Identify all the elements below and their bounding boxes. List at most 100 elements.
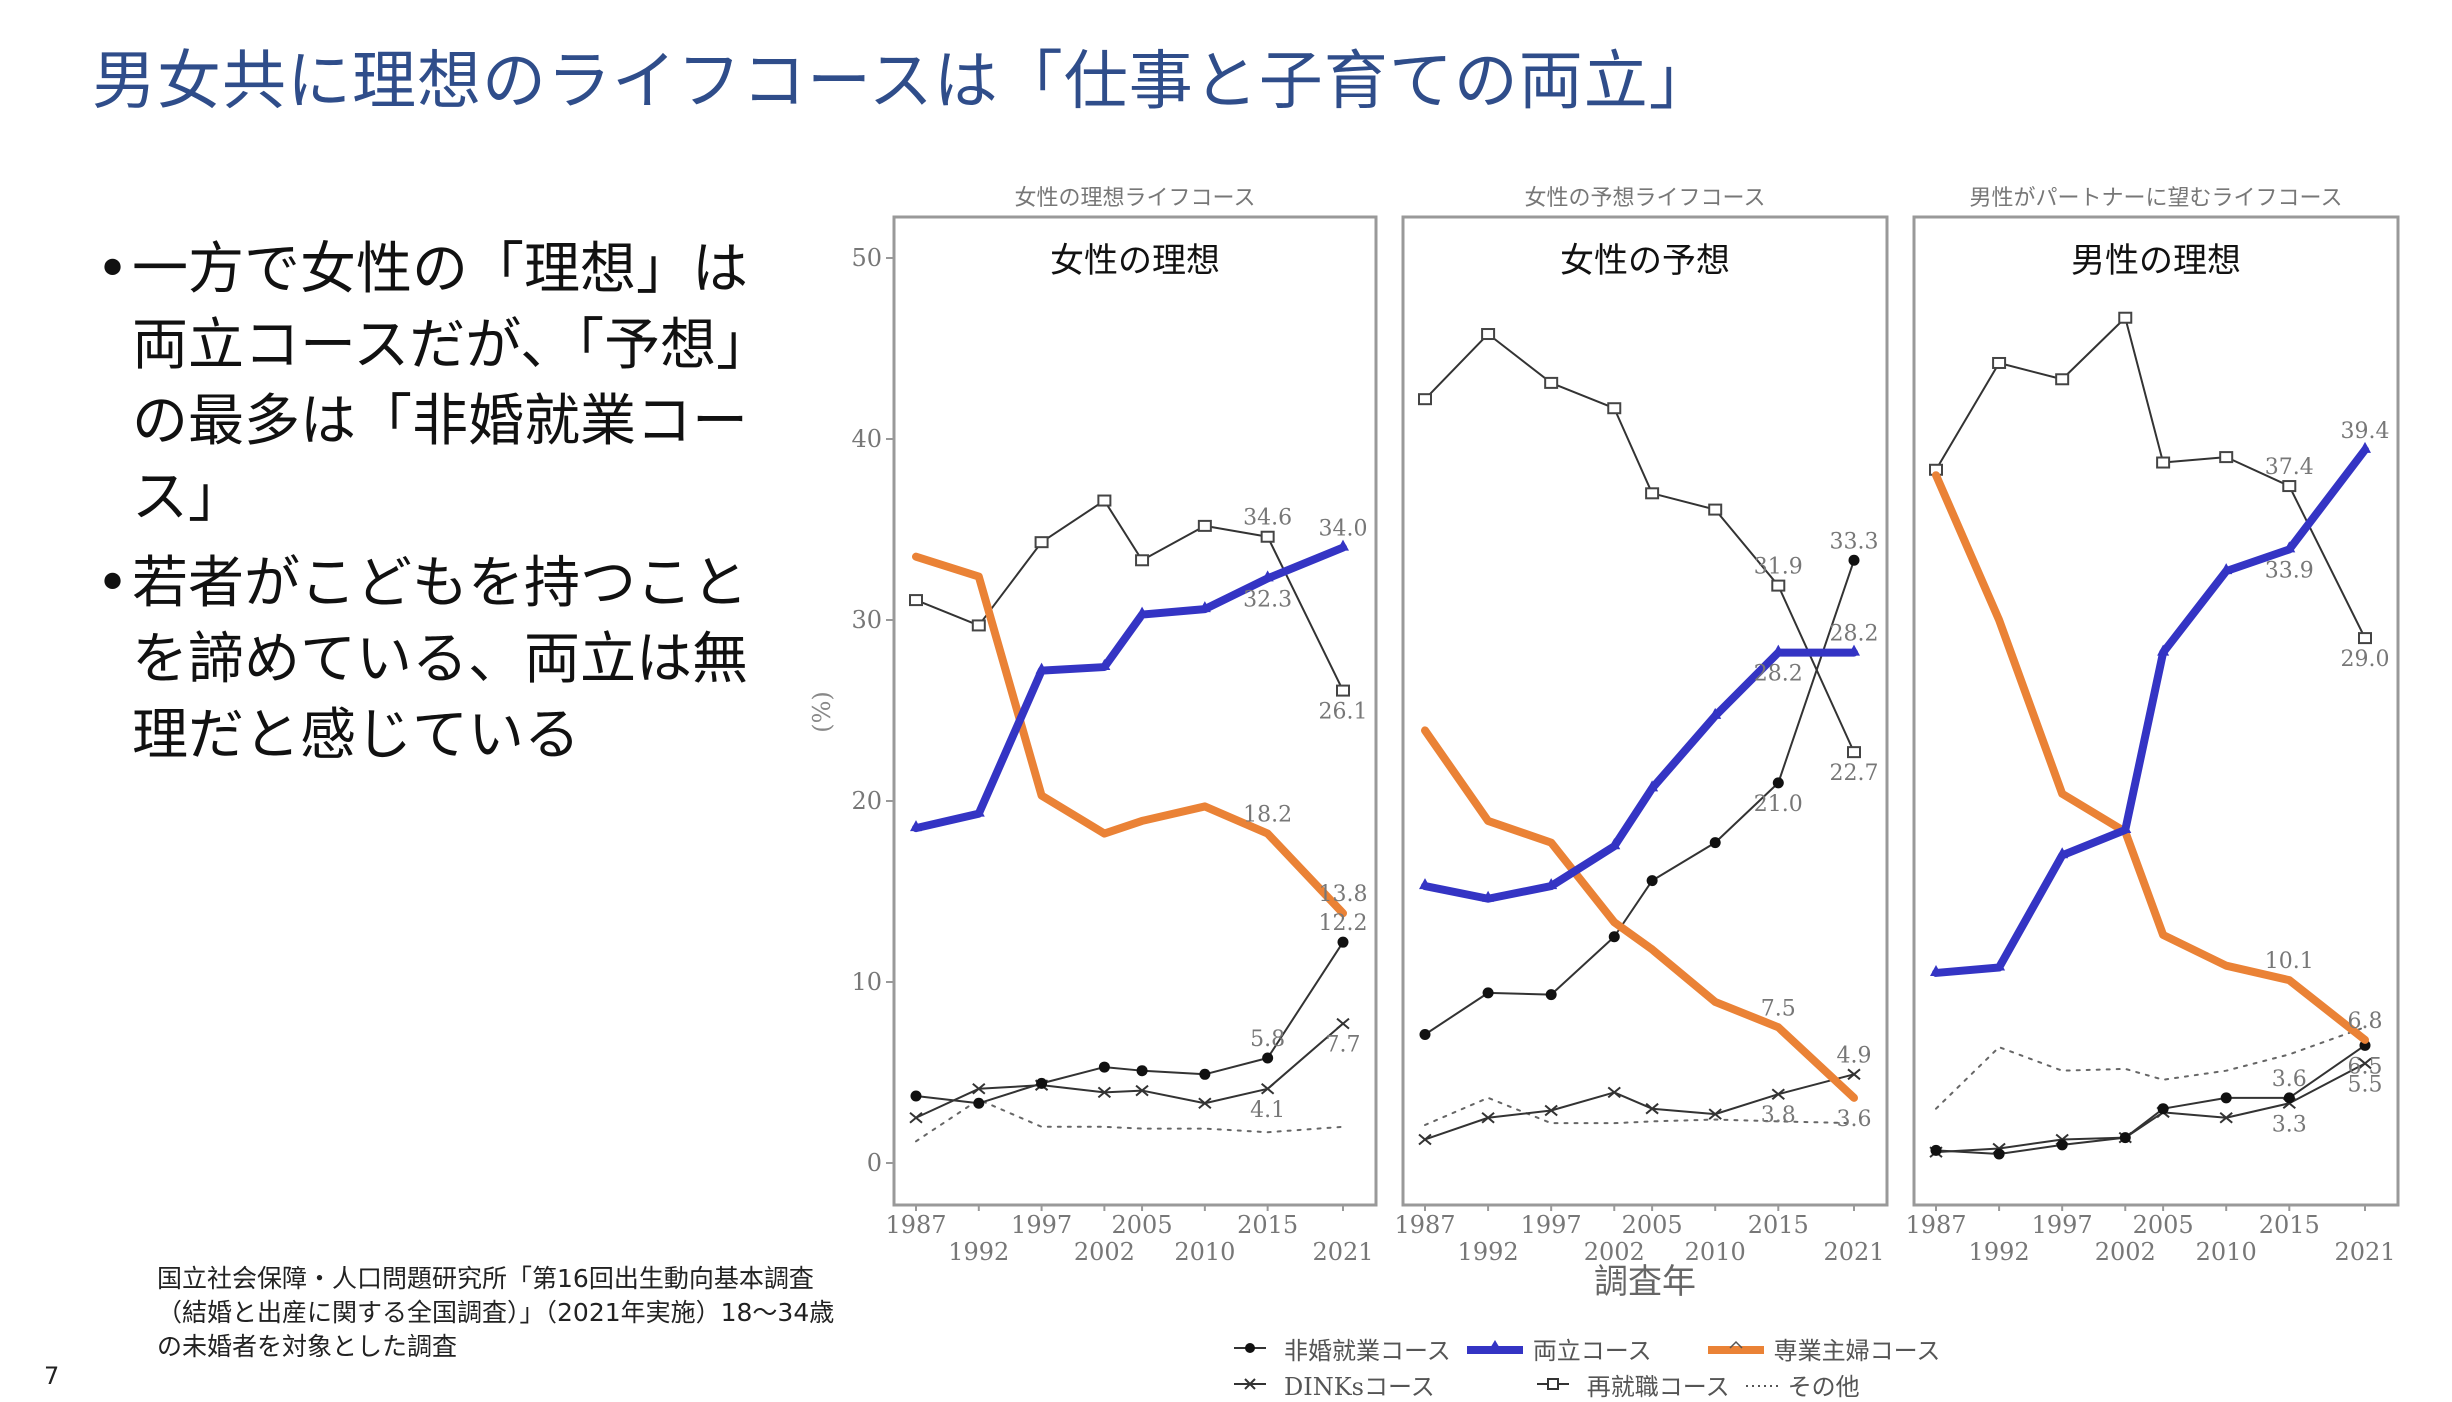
legend-label: 専業主婦コース [1773, 1336, 1941, 1365]
data-point [972, 805, 985, 817]
data-point [1198, 1097, 1212, 1110]
series-line [1424, 1096, 1855, 1126]
data-point [1034, 536, 1049, 549]
bullet-marker: • [96, 551, 130, 616]
data-point [1036, 1077, 1048, 1089]
series-line [1935, 1062, 2366, 1154]
data-label: 6.5 [2348, 1054, 2383, 1079]
data-point [910, 820, 922, 832]
data-label: 28.2 [1830, 622, 1879, 647]
y-axis-label: (%) [808, 691, 836, 733]
dotted-line-icon [1745, 1385, 1778, 1387]
series-5 [1424, 1096, 1855, 1126]
series-line [1424, 1073, 1855, 1141]
data-point [2359, 441, 2371, 453]
data-label: 13.8 [1319, 882, 1368, 907]
data-point [2283, 541, 2296, 553]
series-0 [910, 936, 1349, 1109]
x-tick-label: 2021 [1823, 1238, 1884, 1266]
x-tick-label: 1987 [885, 1211, 946, 1239]
series-line [1935, 1044, 2366, 1155]
data-point [2282, 480, 2297, 493]
x-tick-label: 2002 [1584, 1238, 1645, 1266]
plot-frame [1912, 215, 2400, 1207]
series-line [1935, 1026, 2366, 1110]
x-tick-label: 2021 [2334, 1238, 2395, 1266]
data-label: 39.4 [2341, 419, 2390, 444]
data-point [1198, 601, 1211, 613]
legend-label: 非婚就業コース [1284, 1336, 1451, 1365]
data-point [1336, 684, 1350, 697]
data-point [2118, 311, 2133, 324]
x-tick-label: 1987 [1905, 1211, 1966, 1239]
series-2 [1421, 726, 1858, 1102]
x-tick-label: 1997 [1521, 1211, 1582, 1239]
data-point [1197, 519, 1212, 532]
x-axis-label: 調査年 [1594, 1262, 1696, 1302]
series-line [915, 1098, 1344, 1143]
data-point [1646, 875, 1658, 887]
data-point [2055, 373, 2070, 386]
data-label: 4.9 [1837, 1043, 1872, 1068]
x-tick-label: 2005 [1622, 1211, 1683, 1239]
series-line [1424, 559, 1855, 1036]
data-point [1261, 570, 1274, 582]
data-label: 3.6 [2272, 1067, 2307, 1092]
panel-title: 女性の理想 [1050, 241, 1220, 281]
data-point [971, 619, 986, 632]
data-point [1708, 1108, 1722, 1120]
y-tick-label: 50 [851, 244, 882, 272]
data-label: 3.6 [1837, 1107, 1872, 1132]
series-1 [910, 539, 1349, 833]
data-label: 32.3 [1243, 587, 1292, 612]
data-point [1261, 1083, 1275, 1095]
series-2 [912, 552, 1347, 918]
x-tick-label: 2015 [2259, 1211, 2320, 1239]
data-point [1336, 1017, 1350, 1030]
bullet-item: • 若者がこどもを持つことを諦めている、両立は無理だと感じている [92, 546, 792, 774]
data-point [1482, 890, 1495, 902]
legend-item-hikon: 非婚就業コース [1232, 1331, 1451, 1366]
page-number: 7 [44, 1362, 60, 1390]
data-point [1993, 1148, 2005, 1160]
data-point [1135, 1084, 1149, 1097]
data-point [2119, 821, 2132, 833]
x-tick-label: 1992 [1458, 1238, 1519, 1266]
data-point [1545, 878, 1558, 890]
data-label: 28.2 [1754, 662, 1803, 687]
data-point [1930, 1144, 1942, 1156]
data-point [1136, 1065, 1148, 1077]
panel-subtitle: 男性がパートナーに望むライフコース [1970, 186, 2343, 211]
series-4 [1418, 328, 1861, 759]
data-point [1097, 1086, 1112, 1099]
data-point [2219, 1111, 2233, 1124]
triangle-marker-icon [1466, 1340, 1523, 1354]
y-tick-label: 40 [851, 425, 882, 453]
data-point [1098, 1061, 1110, 1073]
data-point [1930, 964, 1942, 976]
series-1 [1419, 644, 1860, 903]
data-point [1709, 707, 1722, 719]
x-tick-label: 2010 [1174, 1238, 1235, 1266]
data-point [2219, 451, 2234, 464]
data-point [1708, 503, 1723, 516]
data-point [1419, 878, 1431, 890]
series-0 [1930, 1039, 2371, 1160]
data-point [1418, 393, 1432, 406]
data-label: 7.7 [1326, 1033, 1361, 1058]
data-point [1848, 644, 1860, 656]
data-point [1646, 780, 1659, 792]
series-line [915, 941, 1344, 1105]
data-point [1481, 1111, 1495, 1124]
data-point [1608, 838, 1621, 850]
data-label: 26.1 [1319, 700, 1368, 725]
data-point [973, 1097, 985, 1109]
data-label: 34.6 [1243, 506, 1292, 531]
y-tick-label: 20 [851, 787, 882, 815]
x-tick-label: 1987 [1394, 1211, 1455, 1239]
y-tick-label: 30 [851, 606, 882, 634]
data-point [1262, 1052, 1274, 1064]
data-point [1199, 1068, 1211, 1080]
